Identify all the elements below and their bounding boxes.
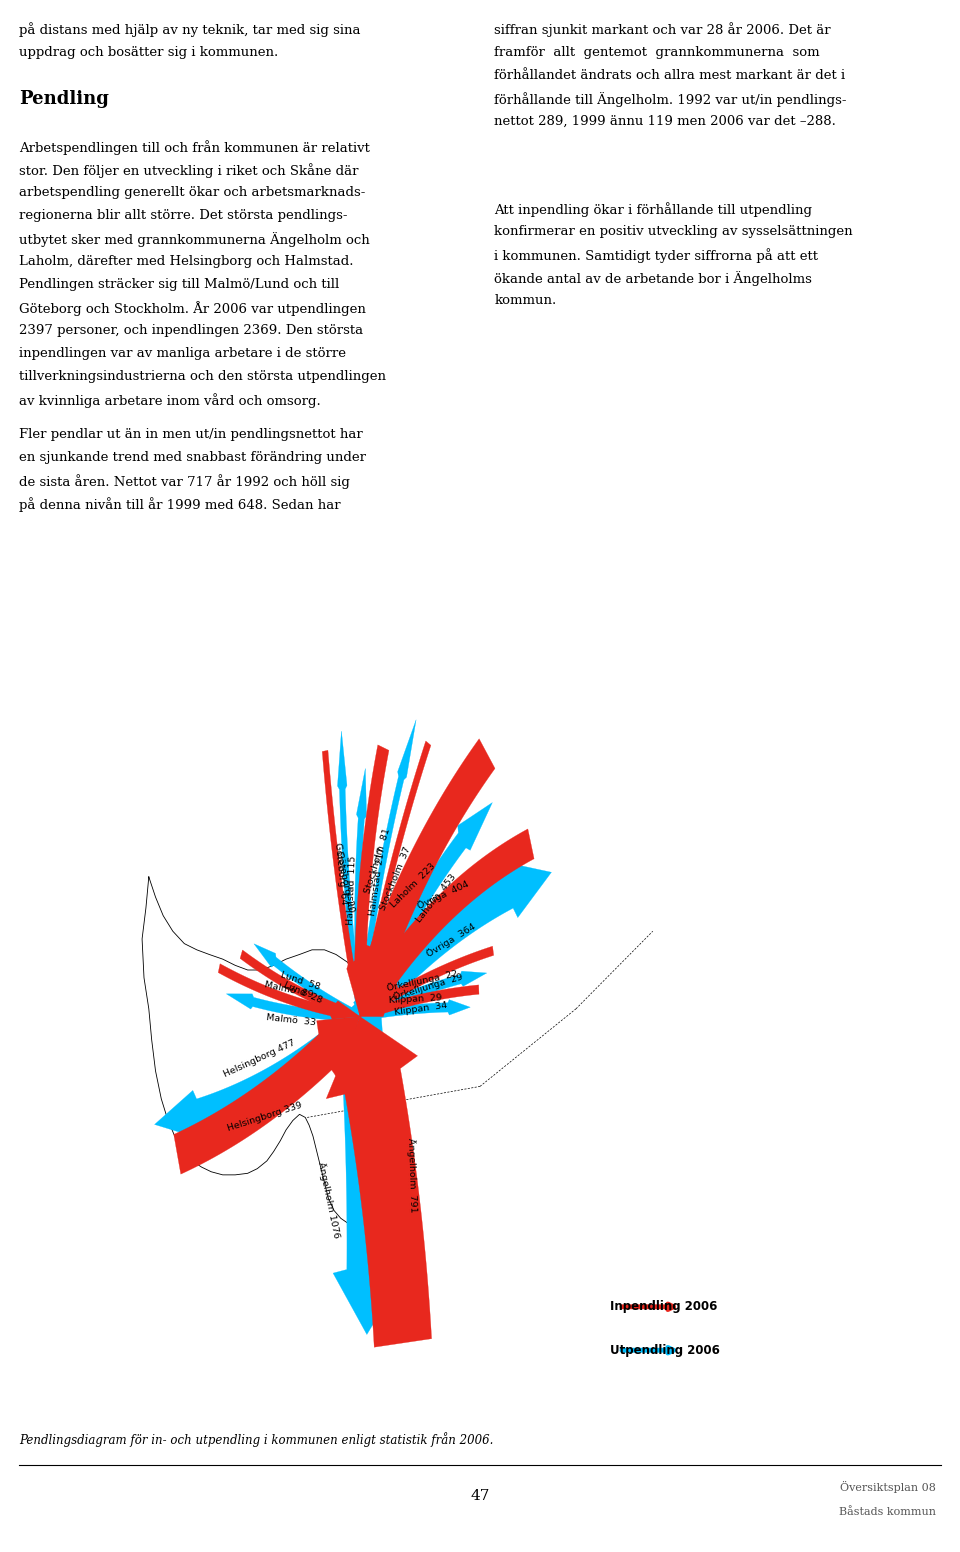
Polygon shape — [360, 739, 495, 1017]
Text: Klippan  29: Klippan 29 — [389, 993, 443, 1006]
Text: Pendling: Pendling — [19, 90, 109, 109]
Text: inpendlingen var av manliga arbetare i de större: inpendlingen var av manliga arbetare i d… — [19, 348, 347, 360]
Polygon shape — [254, 944, 361, 1021]
Text: Göteborg och Stockholm. År 2006 var utpendlingen: Göteborg och Stockholm. År 2006 var utpe… — [19, 301, 366, 317]
Polygon shape — [353, 863, 551, 1031]
Text: Lund  28: Lund 28 — [282, 981, 324, 1006]
Text: framför  allt  gentemot  grannkommunerna  som: framför allt gentemot grannkommunerna so… — [494, 45, 820, 59]
Text: 2397 personer, och inpendlingen 2369. Den största: 2397 personer, och inpendlingen 2369. De… — [19, 324, 363, 337]
Text: Klippan  34: Klippan 34 — [394, 1001, 447, 1017]
Text: Övriga  364: Övriga 364 — [424, 922, 477, 959]
Text: förhållandet ändrats och allra mest markant är det i: förhållandet ändrats och allra mest mark… — [494, 68, 846, 82]
Polygon shape — [227, 993, 360, 1021]
Text: Övriga  404: Övriga 404 — [416, 878, 470, 911]
Polygon shape — [174, 1017, 360, 1175]
Text: Att inpendling ökar i förhållande till utpendling: Att inpendling ökar i förhållande till u… — [494, 202, 812, 217]
Text: nettot 289, 1999 ännu 119 men 2006 var det –288.: nettot 289, 1999 ännu 119 men 2006 var d… — [494, 115, 836, 127]
Text: Ängelholm  791: Ängelholm 791 — [406, 1138, 418, 1212]
Text: Lund  58: Lund 58 — [279, 970, 322, 992]
Text: Göteborg  64: Göteborg 64 — [332, 843, 348, 905]
Text: Helsingborg 339: Helsingborg 339 — [227, 1100, 303, 1133]
Polygon shape — [355, 802, 492, 1023]
Polygon shape — [350, 745, 389, 1017]
Text: Inpendling 2006: Inpendling 2006 — [610, 1301, 717, 1313]
Text: på denna nivån till år 1999 med 648. Sedan har: på denna nivån till år 1999 med 648. Sed… — [19, 498, 341, 512]
Text: Halmstad  217: Halmstad 217 — [368, 847, 387, 917]
Polygon shape — [338, 731, 363, 1018]
Text: konfirmerar en positiv utveckling av sysselsättningen: konfirmerar en positiv utveckling av sys… — [494, 225, 853, 237]
Text: förhållande till Ängelholm. 1992 var ut/in pendlings-: förhållande till Ängelholm. 1992 var ut/… — [494, 92, 847, 107]
Polygon shape — [240, 950, 360, 1017]
Text: Laholm, därefter med Helsingborg och Halmstad.: Laholm, därefter med Helsingborg och Hal… — [19, 255, 353, 268]
Text: en sjunkande trend med snabbast förändring under: en sjunkande trend med snabbast förändri… — [19, 452, 366, 464]
Text: Helsingborg 477: Helsingborg 477 — [223, 1038, 297, 1079]
Text: av kvinnliga arbetare inom vård och omsorg.: av kvinnliga arbetare inom vård och omso… — [19, 393, 321, 408]
Text: Pendlingsdiagram för in- och utpendling i kommunen enligt statistik från 2006.: Pendlingsdiagram för in- och utpendling … — [19, 1432, 493, 1448]
Text: Utpendling 2006: Utpendling 2006 — [610, 1344, 719, 1356]
Text: siffran sjunkit markant och var 28 år 2006. Det är: siffran sjunkit markant och var 28 år 20… — [494, 22, 831, 37]
Text: stor. Den följer en utveckling i riket och Skåne där: stor. Den följer en utveckling i riket o… — [19, 163, 359, 177]
Text: tillverkningsindustrierna och den största utpendlingen: tillverkningsindustrierna och den störst… — [19, 371, 386, 383]
Polygon shape — [360, 947, 493, 1017]
Polygon shape — [326, 1017, 432, 1347]
Polygon shape — [323, 750, 360, 1017]
Text: uppdrag och bosätter sig i kommunen.: uppdrag och bosätter sig i kommunen. — [19, 45, 278, 59]
Text: 47: 47 — [470, 1488, 490, 1504]
Polygon shape — [155, 1004, 365, 1138]
Text: Halmstad  115: Halmstad 115 — [346, 855, 357, 925]
Polygon shape — [360, 999, 470, 1021]
Polygon shape — [354, 768, 367, 1017]
Polygon shape — [357, 720, 416, 1018]
Text: regionerna blir allt större. Det största pendlings-: regionerna blir allt större. Det största… — [19, 210, 348, 222]
Polygon shape — [218, 964, 360, 1020]
Text: Laholm  223: Laholm 223 — [389, 861, 437, 909]
Text: Stockholm  81: Stockholm 81 — [363, 827, 392, 894]
Text: på distans med hjälp av ny teknik, tar med sig sina: på distans med hjälp av ny teknik, tar m… — [19, 22, 361, 37]
Text: arbetspendling generellt ökar och arbetsmarknads-: arbetspendling generellt ökar och arbets… — [19, 186, 366, 199]
Polygon shape — [359, 972, 487, 1021]
Polygon shape — [360, 986, 479, 1017]
Text: Laholm  453: Laholm 453 — [415, 872, 458, 925]
Text: Båstads kommun: Båstads kommun — [839, 1507, 936, 1516]
Text: utbytet sker med grannkommunerna Ängelholm och: utbytet sker med grannkommunerna Ängelho… — [19, 231, 370, 247]
Text: kommun.: kommun. — [494, 293, 557, 307]
Text: Stockholm  37: Stockholm 37 — [379, 846, 413, 913]
Text: Göteborg  20: Göteborg 20 — [334, 850, 356, 913]
Text: Örkelljunga  22: Örkelljunga 22 — [386, 968, 459, 993]
Text: Översiktsplan 08: Översiktsplan 08 — [840, 1481, 936, 1493]
Text: Pendlingen sträcker sig till Malmö/Lund och till: Pendlingen sträcker sig till Malmö/Lund … — [19, 278, 340, 290]
Polygon shape — [360, 740, 431, 1017]
Text: ökande antal av de arbetande bor i Ängelholms: ökande antal av de arbetande bor i Ängel… — [494, 272, 812, 286]
Text: de sista åren. Nettot var 717 år 1992 och höll sig: de sista åren. Nettot var 717 år 1992 oc… — [19, 475, 350, 489]
Text: Malmö  33: Malmö 33 — [266, 1013, 317, 1027]
Polygon shape — [333, 1012, 403, 1335]
Text: Fler pendlar ut än in men ut/in pendlingsnettot har: Fler pendlar ut än in men ut/in pendling… — [19, 428, 363, 441]
Polygon shape — [360, 829, 534, 1017]
Text: i kommunen. Samtidigt tyder siffrorna på att ett: i kommunen. Samtidigt tyder siffrorna på… — [494, 248, 818, 262]
Text: Örkelljunga  29: Örkelljunga 29 — [393, 972, 464, 1003]
Text: Malmö  89: Malmö 89 — [264, 979, 314, 999]
Text: Arbetspendlingen till och från kommunen är relativt: Arbetspendlingen till och från kommunen … — [19, 140, 370, 155]
Text: Ängelholm 1076: Ängelholm 1076 — [316, 1161, 342, 1238]
